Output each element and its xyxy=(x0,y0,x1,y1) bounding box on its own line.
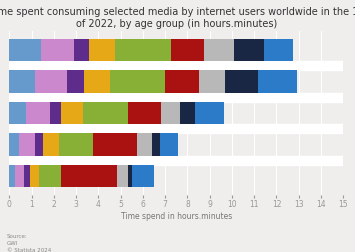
Bar xyxy=(234,40,263,62)
Bar xyxy=(137,134,152,156)
Bar xyxy=(89,40,115,62)
Bar xyxy=(30,165,39,187)
Bar xyxy=(24,165,30,187)
Bar xyxy=(9,71,36,93)
Bar xyxy=(50,102,61,125)
Bar xyxy=(19,134,36,156)
Bar xyxy=(132,165,154,187)
Bar xyxy=(117,165,128,187)
Bar xyxy=(61,165,117,187)
Bar xyxy=(93,134,137,156)
Bar xyxy=(165,71,199,93)
Bar xyxy=(160,134,178,156)
Bar xyxy=(171,40,204,62)
Bar xyxy=(15,165,24,187)
Bar xyxy=(9,125,343,134)
Bar xyxy=(75,40,89,62)
Text: Source:
GWI
© Statista 2024: Source: GWI © Statista 2024 xyxy=(7,233,51,252)
Bar xyxy=(41,40,75,62)
Bar xyxy=(83,102,128,125)
Bar xyxy=(128,102,162,125)
Bar xyxy=(9,62,343,71)
Bar xyxy=(84,71,110,93)
Bar xyxy=(9,156,343,165)
Bar xyxy=(180,102,195,125)
Bar xyxy=(36,71,67,93)
Bar xyxy=(199,71,225,93)
Bar xyxy=(115,40,171,62)
Bar xyxy=(162,102,180,125)
Bar xyxy=(152,134,160,156)
Bar xyxy=(263,40,293,62)
Bar xyxy=(258,71,297,93)
Bar xyxy=(36,134,43,156)
Bar xyxy=(59,134,93,156)
Title: Daily time spent consuming selected media by internet users worldwide in the 1st: Daily time spent consuming selected medi… xyxy=(0,7,355,28)
Bar xyxy=(195,102,224,125)
Bar xyxy=(67,71,84,93)
Bar xyxy=(204,40,234,62)
Bar xyxy=(9,165,15,187)
Bar xyxy=(43,134,59,156)
Bar xyxy=(110,71,165,93)
Bar xyxy=(39,165,61,187)
X-axis label: Time spend in hours.minutes: Time spend in hours.minutes xyxy=(121,211,232,220)
Bar xyxy=(225,71,258,93)
Bar xyxy=(61,102,83,125)
Bar xyxy=(9,102,26,125)
Bar xyxy=(9,134,19,156)
Bar xyxy=(9,93,343,102)
Bar xyxy=(26,102,50,125)
Bar xyxy=(128,165,132,187)
Bar xyxy=(9,40,41,62)
